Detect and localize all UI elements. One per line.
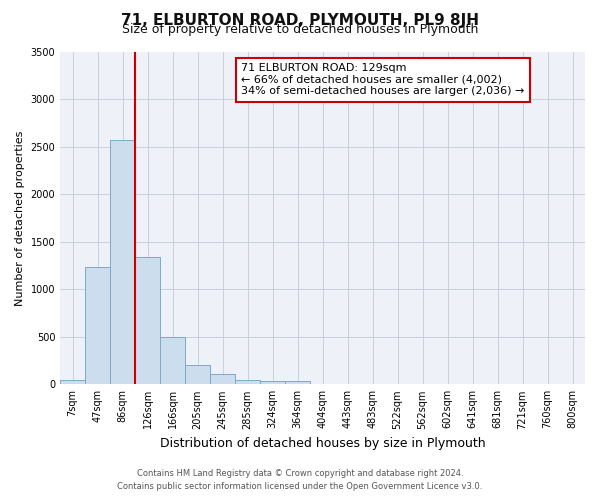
Text: 71 ELBURTON ROAD: 129sqm
← 66% of detached houses are smaller (4,002)
34% of sem: 71 ELBURTON ROAD: 129sqm ← 66% of detach… [241,63,524,96]
Bar [160,337,185,384]
Bar [85,268,110,384]
Bar [260,382,285,384]
Bar [185,366,210,384]
Y-axis label: Number of detached properties: Number of detached properties [15,130,25,306]
Bar [210,374,235,384]
Bar [110,140,135,384]
Text: 71, ELBURTON ROAD, PLYMOUTH, PL9 8JH: 71, ELBURTON ROAD, PLYMOUTH, PL9 8JH [121,12,479,28]
Bar [235,380,260,384]
Bar [60,380,85,384]
Text: Size of property relative to detached houses in Plymouth: Size of property relative to detached ho… [122,22,478,36]
X-axis label: Distribution of detached houses by size in Plymouth: Distribution of detached houses by size … [160,437,485,450]
Bar [135,257,160,384]
Text: Contains HM Land Registry data © Crown copyright and database right 2024.
Contai: Contains HM Land Registry data © Crown c… [118,470,482,491]
Bar [285,382,310,384]
